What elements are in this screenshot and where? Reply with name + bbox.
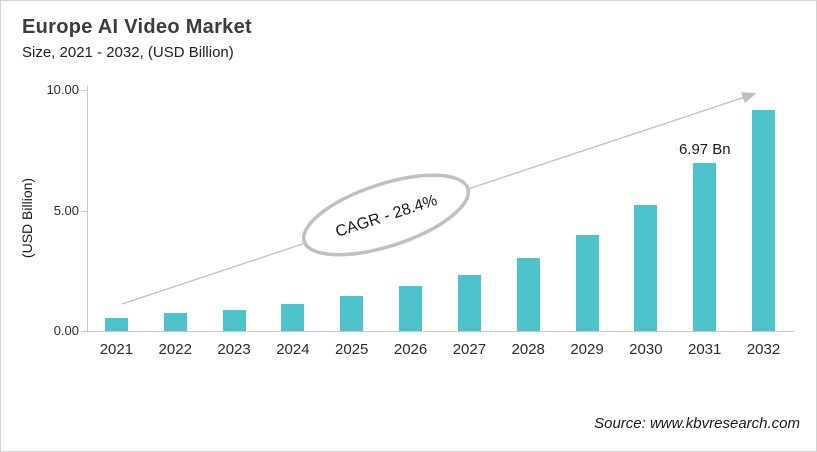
y-tick-mark [81,210,87,212]
bar-slot-2025 [322,90,381,331]
x-tick-label-2023: 2023 [217,341,251,358]
x-axis: 2021 2022 2023 2024 2025 2026 2027 2028 2029 2030… [87,341,793,358]
bar-slot-2032 [734,90,793,331]
bar-2031 [693,163,717,331]
y-tick-label-10.00: 10.00 [46,82,79,97]
bar-slot-2023 [205,90,264,331]
bar-slot-2030 [616,90,675,331]
plot-area [87,90,793,331]
x-axis-line [87,331,794,332]
y-tick-label-0.00: 0.00 [53,323,79,338]
bar-2026 [399,286,423,331]
bar-2030 [634,204,658,331]
x-tick-label-2032: 2032 [746,341,781,358]
x-tick-label-2027: 2027 [452,341,487,358]
x-tick-label-2028: 2028 [511,341,545,358]
bar-slot-2024 [263,90,322,331]
bar-2024 [281,304,305,331]
bar-2021 [104,317,128,331]
bar-2029 [575,234,599,331]
bar-2025 [340,295,364,331]
bar-slot-2029 [558,90,617,331]
bar-slot-2027 [440,90,499,331]
y-tick-mark [81,331,87,332]
bar-slot-2022 [146,90,205,331]
bar-slot-2028 [499,90,558,331]
x-tick-label-2030: 2030 [629,341,663,358]
chart-title: Europe AI Video Market [22,16,252,38]
bar-2028 [516,257,540,331]
bar-slot-2021 [87,90,146,331]
source-credit: Source: www.kbvresearch.com [594,415,800,432]
x-tick-label-2025: 2025 [335,341,369,358]
bar-slot-2031 [675,90,734,331]
bar-2022 [163,313,187,331]
bar-2027 [457,274,481,331]
chart-subtitle: Size, 2021 - 2032, (USD Billion) [22,44,234,61]
y-tick-label-5.00: 5.00 [53,202,79,218]
x-tick-label-2029: 2029 [570,341,604,358]
bar-2023 [222,309,246,331]
y-tick-mark [81,90,87,91]
x-tick-label-2021: 2021 [99,341,134,358]
x-tick-label-2026: 2026 [393,341,428,358]
bar-slot-2026 [381,90,440,331]
y-axis-line [87,86,88,332]
bar-2032 [752,110,776,331]
y-axis-title: (USD Billion) [19,177,35,259]
x-tick-label-2022: 2022 [158,341,192,358]
x-tick-label-2031: 2031 [688,341,722,358]
x-tick-label-2024: 2024 [276,341,310,358]
bar-value-label: 6.97 Bn [678,141,731,158]
